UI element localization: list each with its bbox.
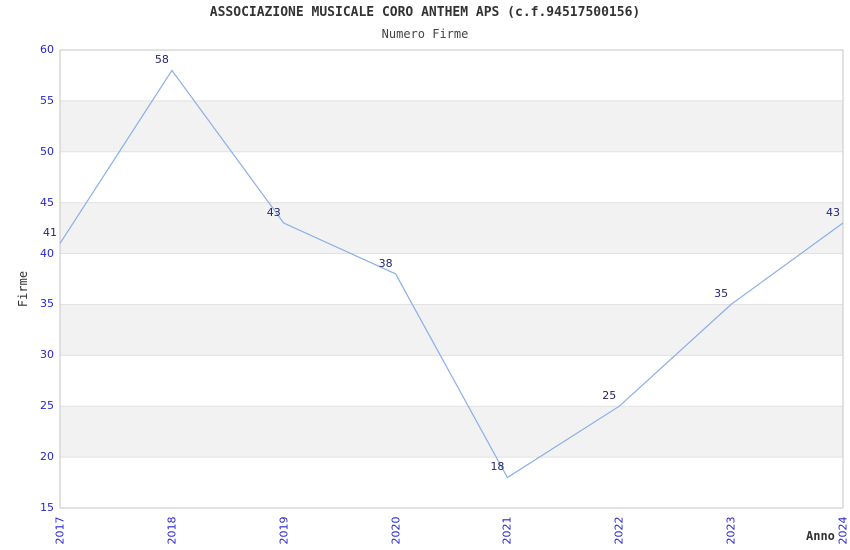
y-tick-label: 50 bbox=[40, 144, 54, 158]
plot-border bbox=[59, 49, 844, 509]
y-tick-label: 20 bbox=[40, 450, 54, 464]
y-tick-label: 15 bbox=[40, 501, 54, 514]
shaded-band bbox=[60, 406, 843, 458]
y-tick-label: 25 bbox=[40, 399, 54, 413]
point-value-label: 58 bbox=[154, 53, 169, 67]
x-tick-label: 2023 bbox=[724, 516, 738, 545]
x-tick-label: 2017 bbox=[53, 516, 67, 545]
y-tick-label: 35 bbox=[40, 297, 54, 311]
point-value-label: 18 bbox=[490, 460, 505, 474]
x-tick-label: 2022 bbox=[612, 516, 626, 545]
x-tick-label: 2018 bbox=[165, 516, 179, 545]
chart-title: ASSOCIAZIONE MUSICALE CORO ANTHEM APS (c… bbox=[209, 5, 641, 20]
x-tick-label: 2019 bbox=[277, 516, 291, 545]
point-value-label: 41 bbox=[43, 226, 57, 240]
shaded-band bbox=[60, 202, 843, 254]
x-tick-label: 2021 bbox=[500, 516, 514, 545]
x-tick-label: 2020 bbox=[389, 516, 403, 545]
point-value-label: 35 bbox=[714, 287, 729, 301]
x-axis-label: Anno bbox=[806, 529, 835, 543]
y-tick-label: 40 bbox=[40, 246, 54, 260]
chart-subtitle: Numero Firme bbox=[381, 27, 469, 41]
point-value-label: 43 bbox=[266, 206, 281, 220]
point-value-label: 25 bbox=[602, 389, 617, 403]
y-tick-label: 30 bbox=[40, 348, 54, 362]
x-tick-label: 2024 bbox=[836, 516, 850, 545]
y-tick-label: 55 bbox=[40, 93, 54, 107]
series-line-Numero Firme bbox=[59, 69, 844, 479]
y-tick-label: 60 bbox=[40, 43, 54, 56]
y-tick-label: 45 bbox=[40, 195, 54, 209]
shaded-band bbox=[60, 304, 843, 356]
point-value-label: 43 bbox=[826, 206, 840, 220]
point-value-label: 38 bbox=[378, 256, 393, 270]
shaded-band bbox=[60, 100, 843, 152]
